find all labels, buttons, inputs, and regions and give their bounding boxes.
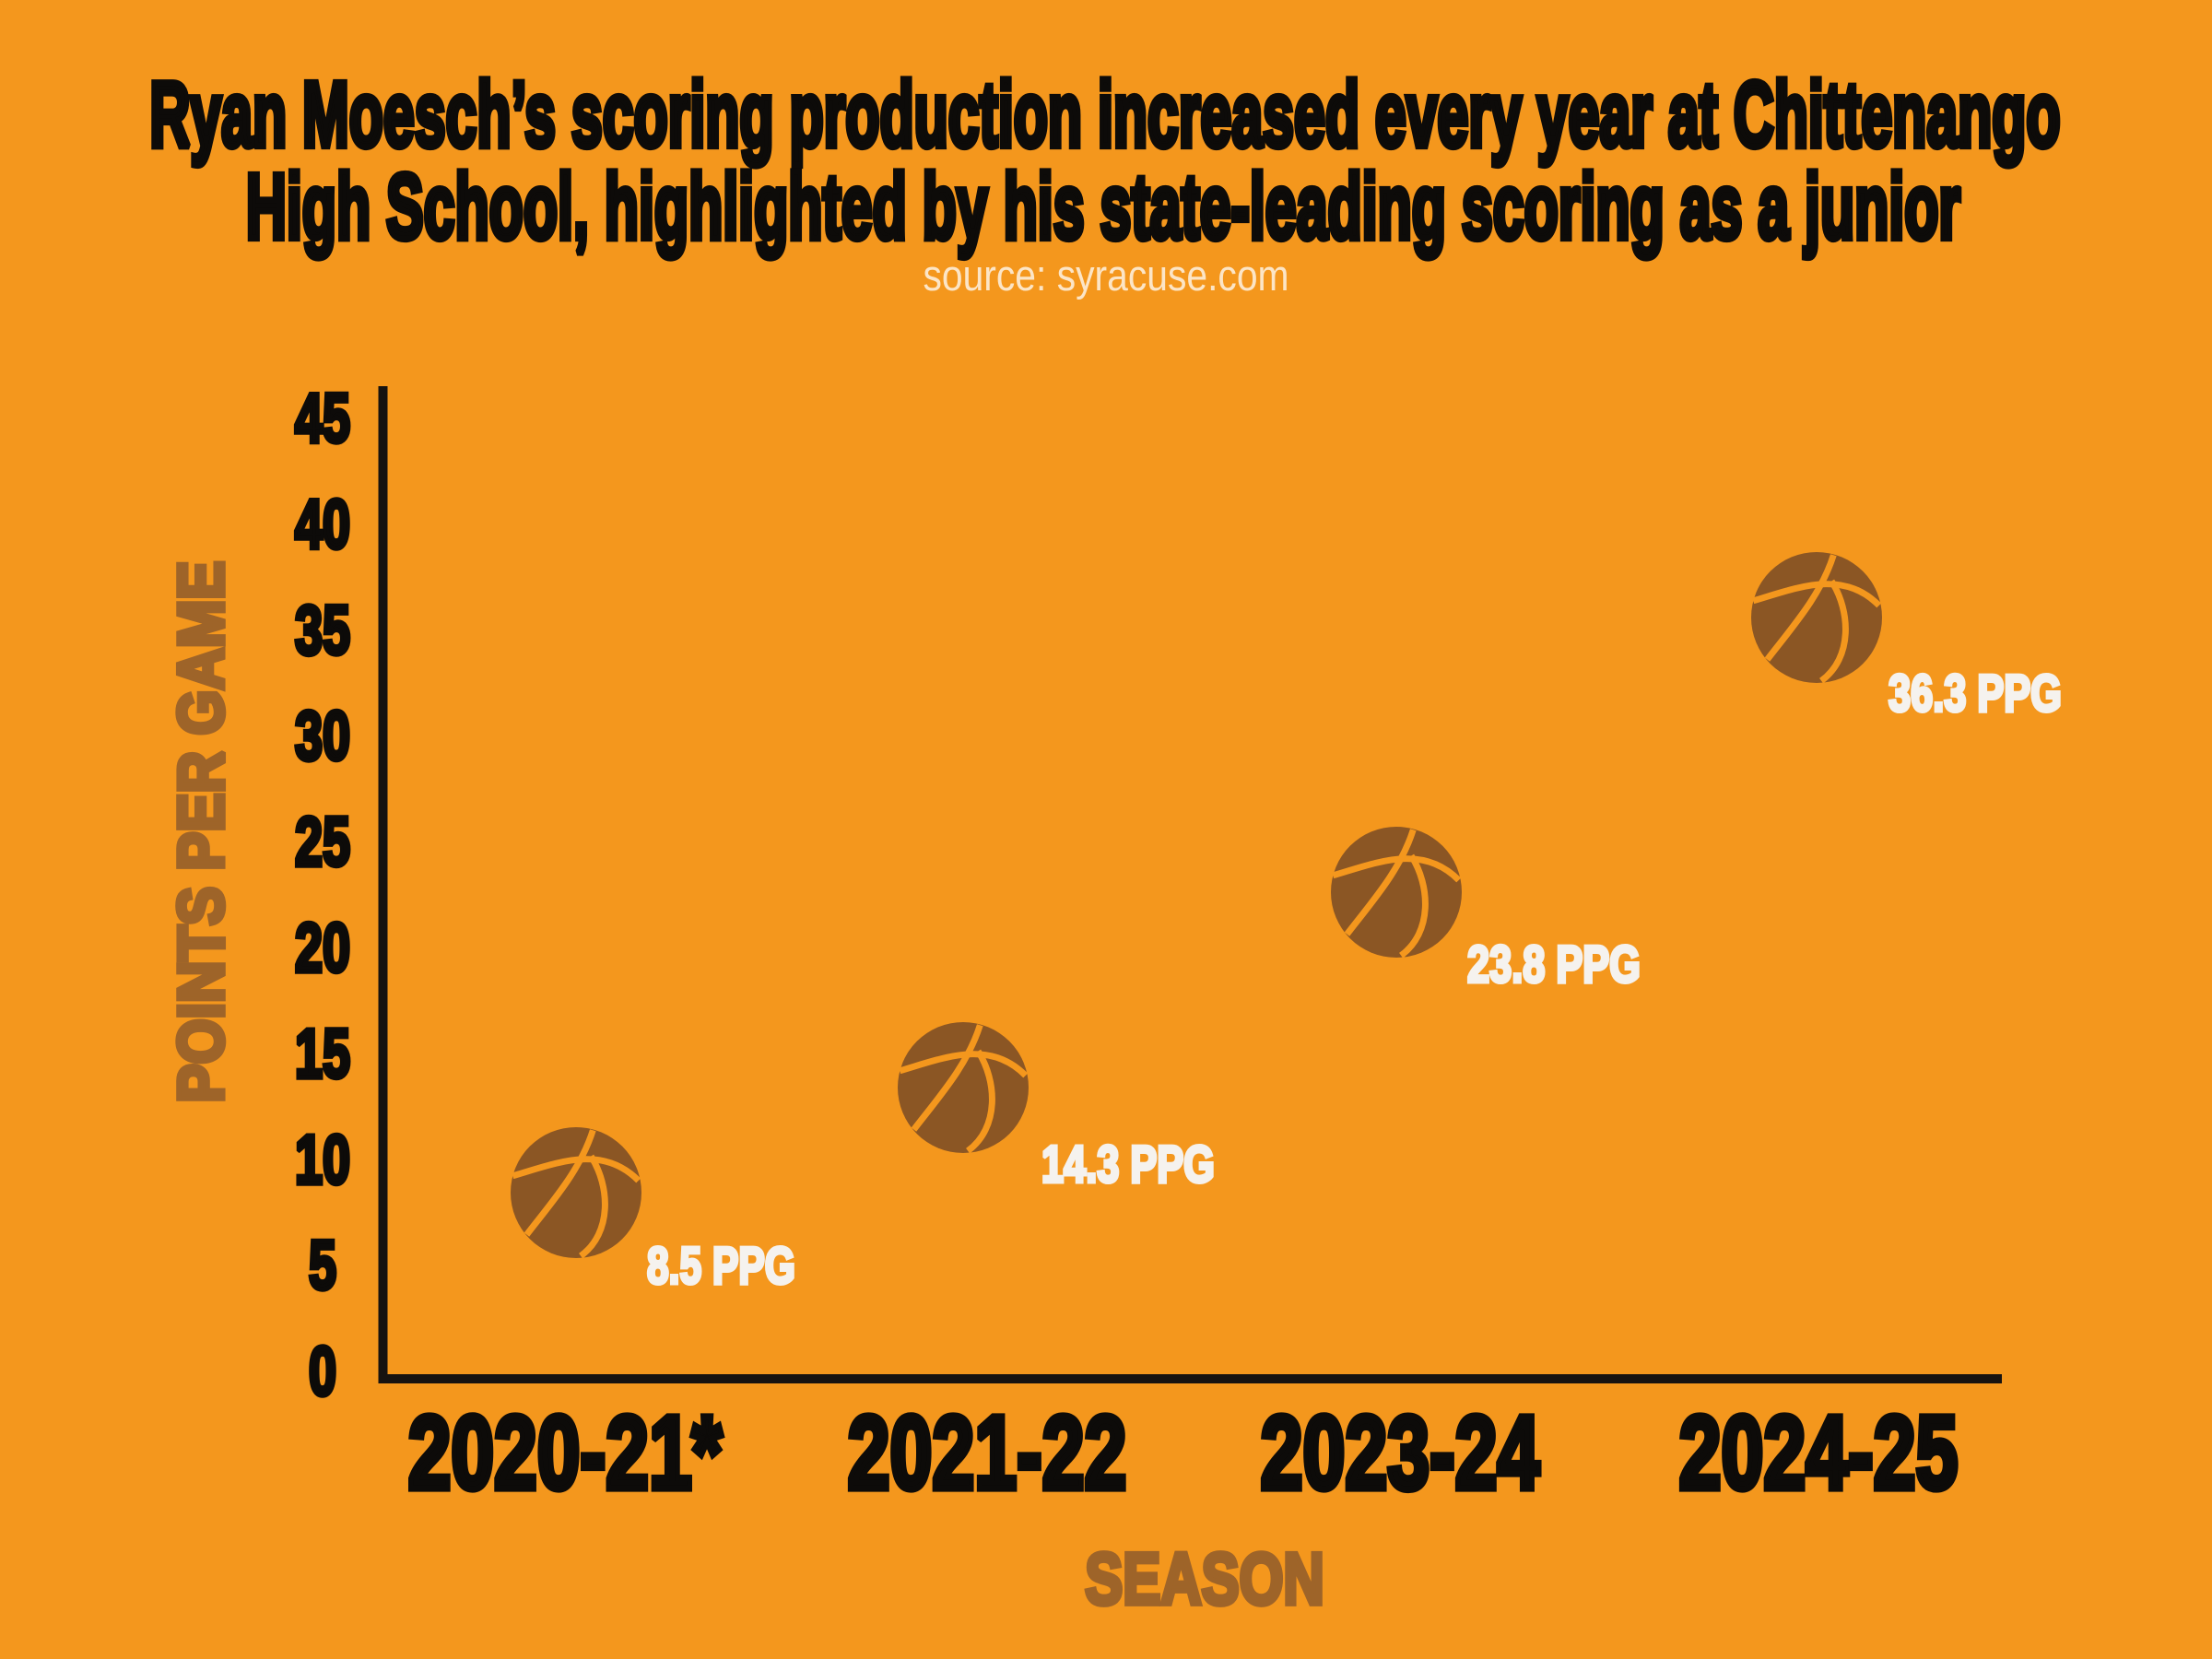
svg-text:2021-22: 2021-22 (848, 1394, 1127, 1512)
svg-text:0: 0 (309, 1333, 336, 1410)
svg-text:23.8 PPG: 23.8 PPG (1467, 935, 1641, 994)
svg-text:35: 35 (295, 591, 350, 668)
svg-text:36.3 PPG: 36.3 PPG (1888, 665, 2062, 723)
svg-text:40: 40 (295, 486, 350, 563)
svg-text:5: 5 (309, 1227, 336, 1304)
svg-text:2023-24: 2023-24 (1261, 1394, 1540, 1512)
svg-text:2020-21*: 2020-21* (408, 1395, 723, 1512)
svg-text:source: syracuse.com: source: syracuse.com (923, 252, 1288, 300)
svg-text:POINTS PER GAME: POINTS PER GAME (167, 561, 238, 1103)
svg-text:30: 30 (295, 697, 350, 774)
svg-text:Ryan Moesch’s scoring producti: Ryan Moesch’s scoring production increas… (149, 63, 2060, 166)
svg-text:45: 45 (295, 380, 350, 457)
svg-text:SEASON: SEASON (1085, 1538, 1324, 1619)
svg-text:20: 20 (295, 909, 350, 986)
svg-text:14.3 PPG: 14.3 PPG (1041, 1135, 1215, 1194)
svg-text:15: 15 (295, 1015, 350, 1092)
svg-text:25: 25 (295, 803, 350, 880)
svg-text:8.5 PPG: 8.5 PPG (647, 1237, 795, 1295)
svg-text:10: 10 (295, 1121, 350, 1198)
svg-text:High School, highlighted by hi: High School, highlighted by his state-le… (246, 155, 1960, 258)
svg-text:2024-25: 2024-25 (1679, 1394, 1959, 1512)
